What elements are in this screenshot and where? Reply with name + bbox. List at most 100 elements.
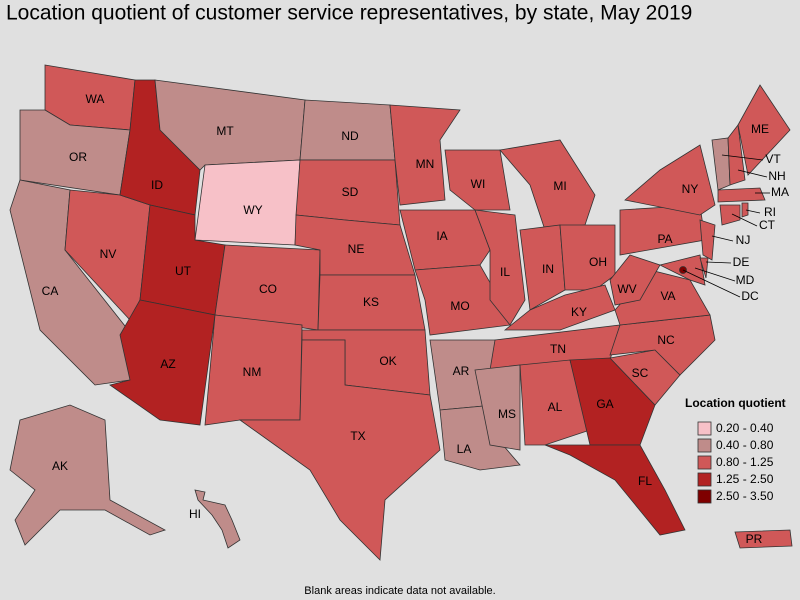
leader-line — [721, 154, 764, 161]
state-label: CA — [42, 284, 59, 298]
state-label: MN — [416, 157, 435, 171]
state-shape — [734, 529, 793, 549]
legend-swatch — [697, 472, 712, 487]
state-label: SD — [342, 185, 359, 199]
state-label: MS — [498, 407, 516, 421]
state-label: WI — [471, 177, 486, 191]
state-label: MT — [216, 124, 234, 138]
state-label: KY — [571, 305, 587, 319]
legend-label: 0.40 - 0.80 — [716, 438, 774, 452]
leader-line — [745, 209, 761, 214]
state-label: IN — [542, 262, 554, 276]
state-label: ID — [151, 178, 163, 192]
state-label: WA — [86, 92, 105, 106]
state-shape — [719, 204, 741, 226]
state-label: AR — [453, 364, 470, 378]
state-label: UT — [175, 264, 192, 278]
state-shape — [399, 209, 491, 271]
state-label: NY — [682, 182, 699, 196]
state-label: MD — [736, 273, 755, 287]
state-label: NJ — [736, 233, 751, 247]
legend-swatch — [697, 421, 712, 436]
state-label: PR — [746, 532, 763, 546]
state-label: KS — [363, 295, 379, 309]
state-label: LA — [457, 442, 472, 456]
state-label: AZ — [160, 357, 175, 371]
state-shape — [544, 444, 686, 536]
state-label: OK — [379, 354, 396, 368]
state-label: WV — [617, 282, 636, 296]
state-shape — [519, 359, 591, 446]
state-label: RI — [764, 205, 776, 219]
state-label: ME — [751, 122, 769, 136]
state-label: NE — [348, 242, 365, 256]
state-label: CO — [259, 282, 277, 296]
state-shape — [727, 123, 746, 186]
state-label: FL — [638, 474, 652, 488]
legend-title: Location quotient — [685, 396, 786, 410]
state-label: NH — [768, 169, 785, 183]
state-shape — [194, 489, 241, 549]
state-shape — [737, 84, 791, 176]
state-label: OH — [589, 255, 607, 269]
state-label: AL — [548, 400, 563, 414]
state-label: NM — [243, 365, 262, 379]
state-label: TN — [550, 342, 566, 356]
state-label: MI — [553, 179, 566, 193]
state-label: ND — [341, 129, 359, 143]
leader-line — [737, 169, 768, 178]
state-label: OR — [69, 150, 87, 164]
footnote: Blank areas indicate data not available. — [304, 585, 495, 597]
state-label: IL — [500, 265, 510, 279]
leader-line — [711, 235, 734, 242]
state-shape — [711, 137, 731, 191]
state-shape — [741, 202, 749, 218]
state-shape — [109, 299, 216, 426]
state-label: NC — [657, 333, 675, 347]
state-shape — [699, 257, 709, 279]
state-label: HI — [189, 507, 201, 521]
state-label: MO — [450, 299, 469, 313]
state-shape — [559, 224, 616, 291]
state-shape — [474, 364, 521, 451]
state-label: MA — [771, 185, 789, 199]
leader-line — [731, 213, 758, 227]
legend-swatch — [697, 455, 712, 470]
leader-line — [694, 267, 736, 282]
state-shape — [474, 209, 526, 326]
state-shape — [717, 187, 766, 203]
legend-swatch — [697, 438, 712, 453]
state-label: AK — [52, 459, 68, 473]
state-label: PA — [657, 232, 672, 246]
leader-line — [705, 261, 732, 264]
state-shape — [609, 254, 661, 306]
legend-label: 2.50 - 3.50 — [716, 489, 774, 503]
legend-label: 0.80 - 1.25 — [716, 455, 774, 469]
state-label: SC — [632, 366, 649, 380]
state-shape — [9, 404, 166, 546]
state-label: TX — [350, 429, 365, 443]
state-shape — [569, 357, 656, 446]
state-label: DE — [733, 255, 750, 269]
legend-label: 1.25 - 2.50 — [716, 472, 774, 486]
state-shape — [503, 284, 616, 331]
state-shape — [389, 104, 461, 206]
state-label: VA — [660, 289, 675, 303]
state-label: GA — [596, 397, 613, 411]
state-shape — [444, 149, 511, 211]
state-label: NV — [100, 247, 117, 261]
state-label: WY — [243, 203, 262, 217]
state-label: DC — [741, 289, 759, 303]
state-shape — [238, 339, 441, 561]
state-shape — [624, 144, 716, 216]
state-label: IA — [436, 229, 447, 243]
legend-swatch — [697, 489, 712, 504]
leader-line — [682, 269, 741, 298]
map-title: Location quotient of customer service re… — [6, 2, 692, 25]
state-shape — [699, 219, 716, 261]
state-label: VT — [765, 152, 781, 166]
legend-label: 0.20 - 0.40 — [716, 421, 774, 435]
state-label: CT — [759, 218, 776, 232]
